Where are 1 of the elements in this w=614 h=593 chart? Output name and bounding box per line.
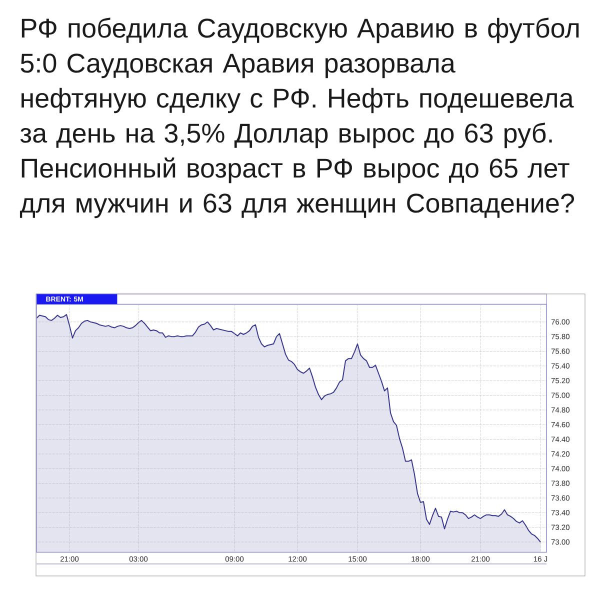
text: РФ победила Саудовскую Аравию в футбол 5:0 Саудовская Аравия разорвала нефтяную сделку с РФ. Нефть подешевела за день на 3,5% Доллар вырос до 63 руб. Пенсионный возраст в РФ вырос до 65 лет для мужчин и 63 для женщин Совпадение?	[20, 18, 579, 218]
